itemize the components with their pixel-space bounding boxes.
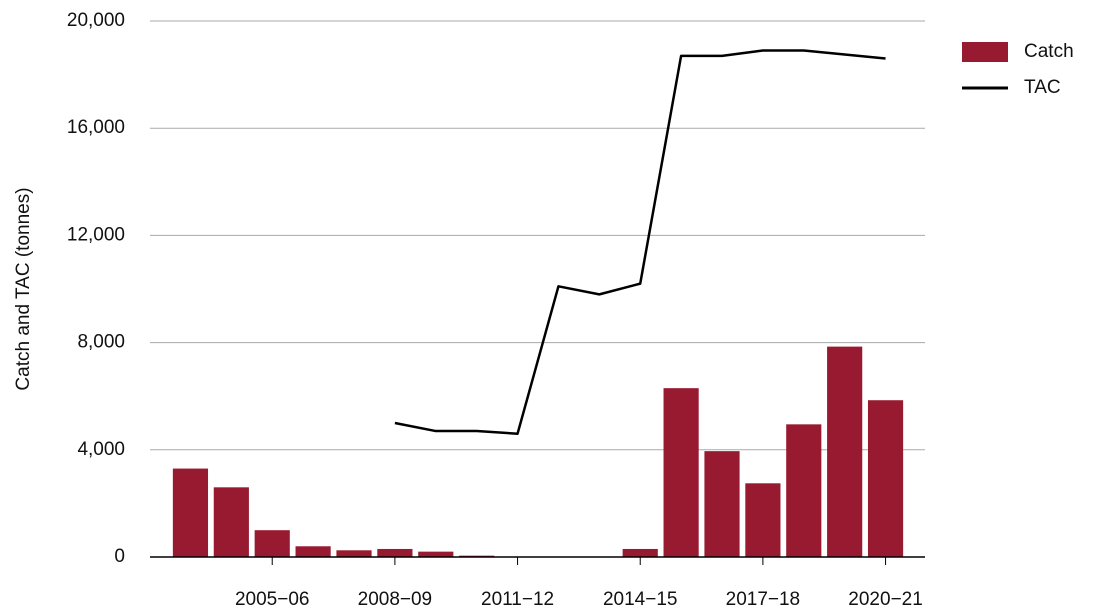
y-tick-label: 20,000 bbox=[67, 10, 125, 31]
bar bbox=[336, 550, 372, 557]
bar bbox=[663, 388, 699, 557]
bar bbox=[827, 346, 863, 557]
bar bbox=[786, 424, 822, 557]
bar bbox=[213, 487, 249, 557]
legend-label: TAC bbox=[1024, 77, 1061, 98]
bar bbox=[418, 551, 454, 557]
legend-swatch bbox=[962, 42, 1008, 62]
x-tick-label: 2017−18 bbox=[726, 589, 801, 610]
bar bbox=[622, 548, 658, 557]
bar bbox=[295, 546, 331, 557]
y-tick-label: 0 bbox=[114, 546, 125, 567]
y-tick-label: 12,000 bbox=[67, 224, 125, 245]
y-tick-label: 4,000 bbox=[77, 439, 125, 460]
x-tick-label: 2005−06 bbox=[235, 589, 310, 610]
bar bbox=[745, 483, 781, 557]
legend-label: Catch bbox=[1024, 41, 1074, 62]
tac-line bbox=[394, 49, 886, 435]
x-tick-label: 2020−21 bbox=[848, 589, 923, 610]
bar bbox=[377, 548, 413, 557]
y-axis-title: Catch and TAC (tonnes) bbox=[13, 187, 34, 390]
x-tick-label: 2008−09 bbox=[358, 589, 433, 610]
x-tick-label: 2011−12 bbox=[481, 589, 554, 610]
y-tick-label: 16,000 bbox=[67, 117, 125, 138]
y-tick-label: 8,000 bbox=[77, 332, 125, 353]
bar bbox=[254, 530, 290, 557]
x-tick-label: 2014−15 bbox=[603, 589, 678, 610]
bar bbox=[867, 400, 904, 557]
bar bbox=[172, 468, 209, 557]
bar bbox=[704, 451, 740, 557]
